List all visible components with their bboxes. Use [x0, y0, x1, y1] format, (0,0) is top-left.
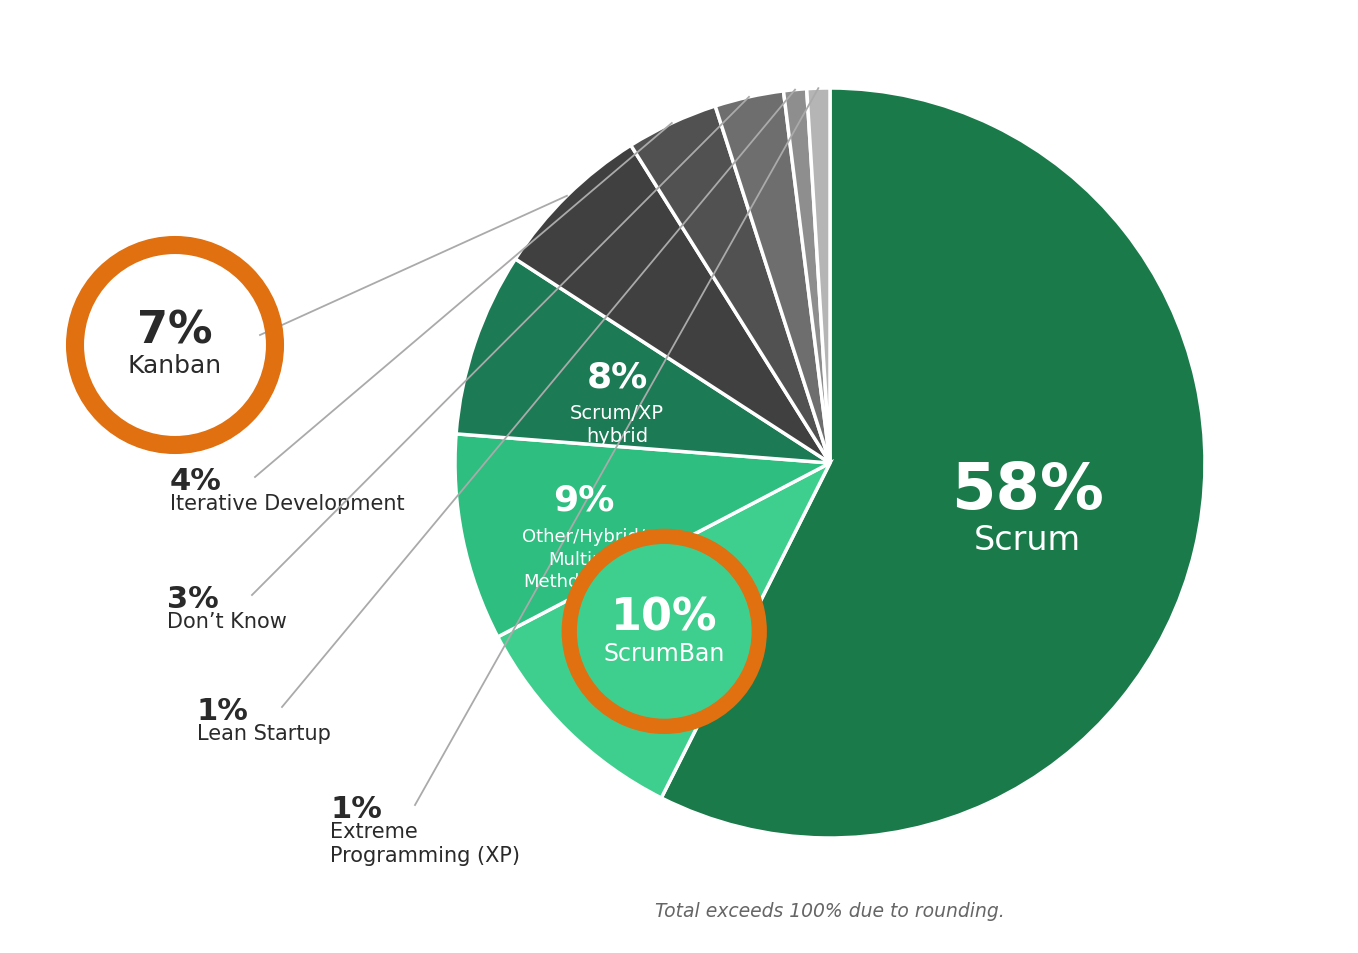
Circle shape: [569, 537, 759, 726]
Text: Extreme
Programming (XP): Extreme Programming (XP): [330, 821, 520, 865]
Text: 9%: 9%: [553, 483, 615, 517]
Wedge shape: [631, 107, 830, 463]
Text: Other/Hybrid/
Multiple
Methdologies: Other/Hybrid/ Multiple Methdologies: [523, 528, 645, 590]
Text: 1%: 1%: [197, 697, 249, 725]
Text: 10%: 10%: [611, 597, 717, 639]
Text: 7%: 7%: [137, 309, 213, 352]
Text: 8%: 8%: [587, 360, 648, 395]
Text: ScrumBan: ScrumBan: [603, 641, 725, 665]
Wedge shape: [716, 91, 830, 463]
Text: 1%: 1%: [330, 794, 382, 823]
Text: Iterative Development: Iterative Development: [170, 494, 405, 514]
Text: 58%: 58%: [951, 459, 1104, 521]
Wedge shape: [516, 146, 830, 463]
Wedge shape: [807, 89, 830, 463]
Text: 4%: 4%: [170, 467, 221, 496]
Text: Don’t Know: Don’t Know: [167, 612, 287, 631]
Text: Lean Startup: Lean Startup: [197, 723, 331, 743]
Text: 3%: 3%: [167, 584, 219, 614]
Wedge shape: [661, 89, 1205, 838]
Wedge shape: [456, 259, 830, 463]
Text: Kanban: Kanban: [128, 354, 223, 377]
Text: Total exceeds 100% due to rounding.: Total exceeds 100% due to rounding.: [655, 902, 1005, 921]
Wedge shape: [784, 90, 830, 463]
Wedge shape: [498, 463, 830, 798]
Wedge shape: [455, 435, 830, 638]
Text: Scrum/XP
hybrid: Scrum/XP hybrid: [570, 403, 664, 446]
Text: Scrum: Scrum: [974, 524, 1081, 557]
